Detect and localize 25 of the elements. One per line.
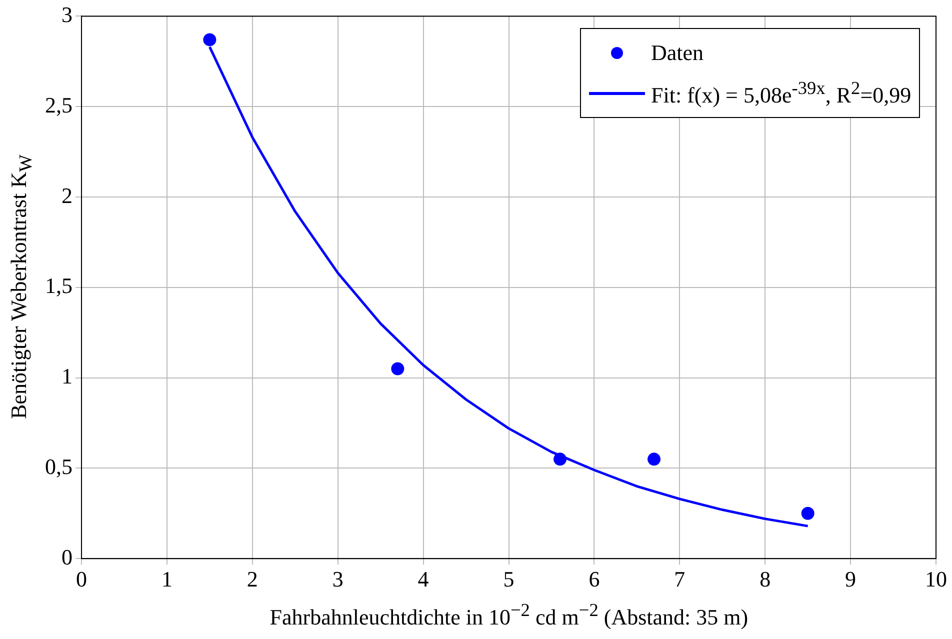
x-tick-label: 7 — [674, 566, 686, 592]
y-tick-label: 2,5 — [45, 92, 72, 118]
x-tick-label: 6 — [588, 566, 600, 592]
point — [801, 506, 814, 520]
y-tick-label: 0,5 — [45, 454, 72, 479]
x-tick-label: 5 — [503, 566, 514, 592]
x-tick-label: 9 — [845, 566, 856, 592]
y-tick-label: 3 — [62, 2, 72, 27]
x-tick-label: 2 — [246, 566, 258, 592]
x-tick-label: 3 — [332, 566, 344, 592]
x-tick-label: 1 — [161, 566, 172, 592]
y-tick-label: 0 — [62, 544, 72, 570]
y-tick-label: 2 — [62, 182, 72, 208]
point — [648, 452, 661, 466]
y-tick-label: 1,5 — [45, 273, 72, 298]
point — [554, 452, 567, 466]
x-tick-label: 4 — [418, 566, 429, 592]
point — [391, 362, 404, 376]
y-tick-label: 1 — [62, 364, 72, 389]
x-tick-label: 10 — [925, 566, 947, 592]
legend-label: Daten — [651, 40, 704, 66]
x-tick-label: 8 — [760, 566, 771, 592]
x-axis-title: Fahrbahnleuchtdichte in 10$^{−2}$ cd m$^{−2}$ (Abstand: 35 m) — [270, 600, 748, 630]
legend-label: Fit: f(x) = 5,08e$^{-39x}$, R$^{2}$=0,99 — [651, 78, 912, 108]
point — [203, 33, 216, 46]
